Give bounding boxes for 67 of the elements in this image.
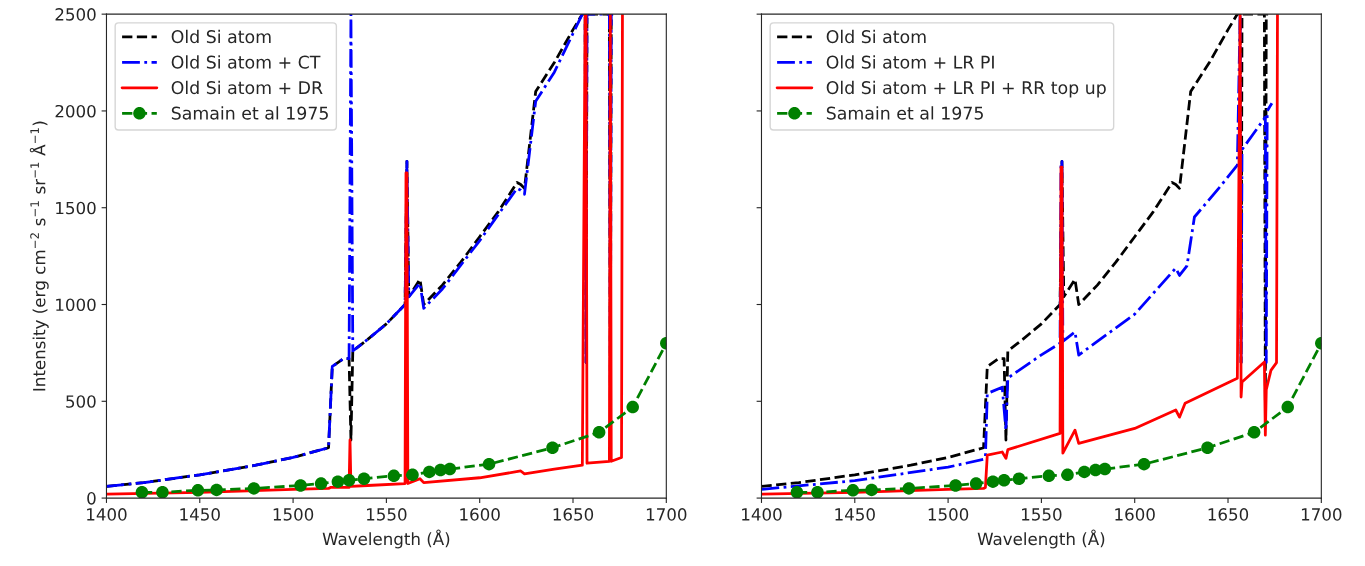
- x-tick-label: 1700: [646, 508, 687, 521]
- legend-label: Old Si atom: [826, 29, 926, 44]
- legend-label: Old Si atom + DR: [171, 80, 323, 95]
- point: [247, 482, 261, 495]
- point: [846, 484, 860, 497]
- x-axis-title: Wavelength (Å): [977, 529, 1105, 549]
- point: [1061, 468, 1074, 482]
- x-tick-label: 1400: [742, 508, 782, 521]
- point: [997, 474, 1011, 487]
- legend-label: Samain et al 1975: [826, 106, 983, 120]
- x-tick-label: 1550: [367, 508, 407, 521]
- point: [314, 477, 328, 490]
- legend-label: Samain et al 1975: [171, 106, 328, 120]
- point: [156, 486, 169, 499]
- point: [902, 482, 916, 495]
- text: Intensity (erg cm$^{−2}$ s$^{−1}$ sr$^{−1}$ Å$^{−1}$): [29, 121, 49, 391]
- x-tick-label: 1650: [1208, 508, 1249, 521]
- point: [482, 457, 496, 471]
- y-tick-label: 500: [66, 395, 96, 408]
- point: [986, 475, 1000, 488]
- point: [1042, 469, 1056, 483]
- y-tick-label: 2500: [55, 8, 96, 21]
- point: [1201, 441, 1214, 454]
- point: [1281, 400, 1294, 414]
- point: [1247, 426, 1261, 439]
- point: [592, 426, 606, 439]
- point: [1012, 472, 1026, 485]
- x-tick-label: 1450: [180, 508, 220, 521]
- x-tick-label: 1500: [928, 508, 969, 521]
- legend-label: Old Si atom + LR PI + RR top up: [826, 80, 1106, 98]
- legend-label: Old Si atom: [171, 29, 271, 44]
- point: [1098, 462, 1112, 476]
- y-tick-label: 2000: [55, 104, 96, 118]
- point: [331, 475, 345, 488]
- point: [294, 479, 307, 492]
- point: [342, 474, 356, 487]
- point: [811, 486, 824, 499]
- x-tick-label: 1600: [1115, 508, 1155, 521]
- point: [949, 479, 962, 492]
- legend-label: Old Si atom + CT: [171, 55, 321, 69]
- y-tick-label: 1000: [56, 298, 96, 312]
- point: [210, 483, 223, 497]
- point: [423, 465, 436, 479]
- point: [406, 468, 419, 482]
- point: [1078, 465, 1091, 479]
- point: [626, 400, 639, 414]
- point: [191, 484, 205, 497]
- x-tick-label: 1450: [835, 508, 875, 521]
- y-tick-label: 1500: [56, 201, 96, 215]
- x-tick-label: 1400: [87, 508, 127, 521]
- x-tick-label: 1700: [1301, 508, 1342, 521]
- point: [443, 462, 457, 476]
- point: [865, 483, 878, 497]
- point: [969, 477, 983, 490]
- point: [1137, 457, 1151, 471]
- x-tick-label: 1650: [553, 508, 594, 521]
- point: [357, 472, 371, 485]
- x-tick-label: 1500: [273, 508, 314, 521]
- y-tick-label: 0: [87, 492, 96, 505]
- point: [546, 441, 559, 454]
- x-axis-title: Wavelength (Å): [322, 529, 450, 549]
- legend-label: Old Si atom + LR PI: [826, 55, 994, 69]
- point: [387, 469, 401, 483]
- x-tick-label: 1550: [1022, 508, 1062, 521]
- x-tick-label: 1600: [460, 508, 500, 521]
- point: [790, 486, 804, 499]
- point: [135, 486, 149, 499]
